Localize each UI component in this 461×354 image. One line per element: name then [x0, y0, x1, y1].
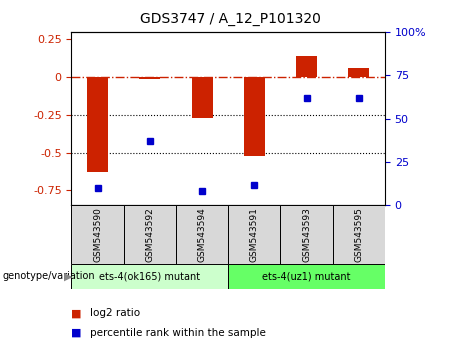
Bar: [228, 205, 280, 264]
Text: GSM543592: GSM543592: [145, 207, 154, 262]
Text: ets-4(ok165) mutant: ets-4(ok165) mutant: [99, 272, 201, 281]
Bar: [192, 77, 213, 118]
Text: ■: ■: [71, 328, 82, 338]
Bar: [333, 205, 385, 264]
Bar: [280, 205, 333, 264]
Bar: [244, 77, 265, 155]
Text: GSM543590: GSM543590: [93, 207, 102, 262]
Bar: [71, 264, 228, 289]
Text: GSM543595: GSM543595: [355, 207, 363, 262]
Bar: [124, 205, 176, 264]
Text: percentile rank within the sample: percentile rank within the sample: [90, 328, 266, 338]
Text: GSM543594: GSM543594: [198, 207, 207, 262]
Bar: [228, 264, 385, 289]
Bar: [87, 77, 108, 172]
Text: ▶: ▶: [64, 272, 72, 281]
Text: GDS3747 / A_12_P101320: GDS3747 / A_12_P101320: [140, 12, 321, 27]
Text: ■: ■: [71, 308, 82, 318]
Bar: [349, 68, 369, 77]
Text: ets-4(uz1) mutant: ets-4(uz1) mutant: [262, 272, 351, 281]
Text: GSM543593: GSM543593: [302, 207, 311, 262]
Text: GSM543591: GSM543591: [250, 207, 259, 262]
Bar: [71, 205, 124, 264]
Bar: [176, 205, 228, 264]
Bar: [296, 56, 317, 77]
Bar: [139, 77, 160, 79]
Text: genotype/variation: genotype/variation: [2, 272, 95, 281]
Text: log2 ratio: log2 ratio: [90, 308, 140, 318]
